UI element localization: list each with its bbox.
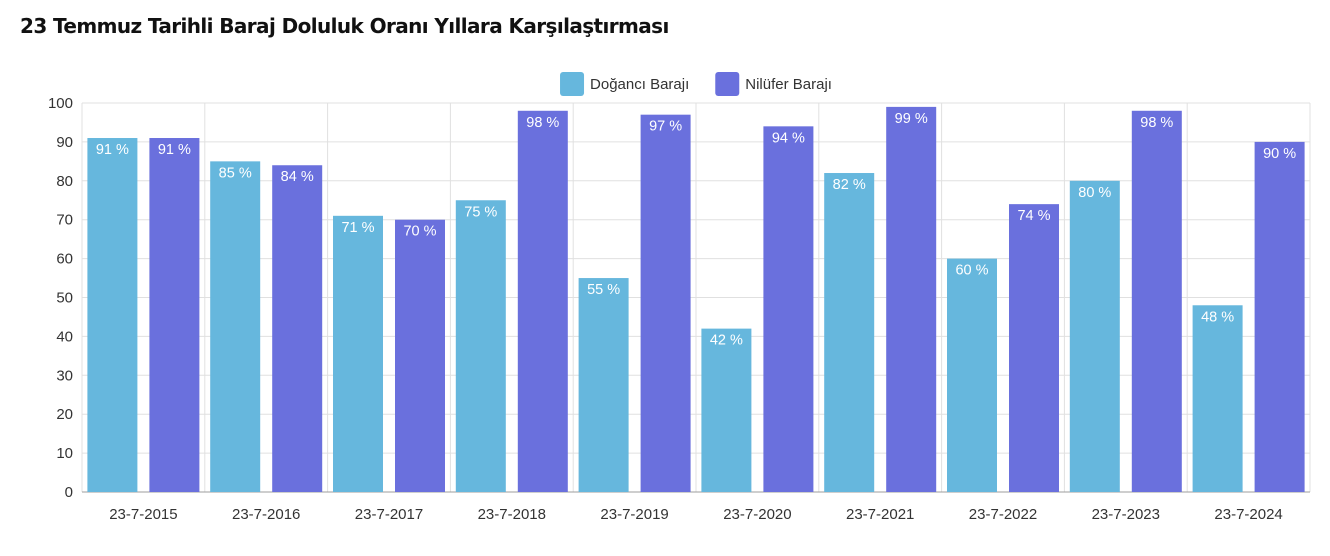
bar xyxy=(886,106,937,492)
y-tick-label: 30 xyxy=(56,367,73,384)
y-tick-label: 20 xyxy=(56,406,73,423)
bar-value-label: 48 % xyxy=(1201,309,1234,325)
y-tick-label: 70 xyxy=(56,212,73,229)
bar xyxy=(1192,305,1243,492)
bar-value-label: 82 % xyxy=(833,177,866,193)
bar-value-label: 90 % xyxy=(1263,146,1296,162)
x-tick-label: 23-7-2020 xyxy=(723,506,791,523)
bar xyxy=(763,126,814,492)
bar-value-label: 80 % xyxy=(1078,185,1111,201)
x-tick-label: 23-7-2016 xyxy=(232,506,300,523)
bar-value-label: 55 % xyxy=(587,282,620,298)
bars: 91 % 85 % 71 % 75 % 55 % 42 % 82 % 60 % 80 % 48 %… xyxy=(87,106,1305,493)
legend-swatch[interactable] xyxy=(560,72,585,96)
bar xyxy=(1131,110,1182,492)
bar-value-label: 99 % xyxy=(895,111,928,127)
y-tick-label: 10 xyxy=(56,445,73,462)
grid xyxy=(81,102,1311,493)
bar xyxy=(210,161,261,492)
bar-value-label: 94 % xyxy=(772,130,805,146)
bar xyxy=(824,173,875,492)
bar xyxy=(1009,204,1059,492)
bar xyxy=(517,110,568,492)
x-tick-label: 23-7-2017 xyxy=(355,506,423,523)
bar-value-label: 97 % xyxy=(649,119,682,135)
x-tick-label: 23-7-2018 xyxy=(478,506,546,523)
bar-value-label: 98 % xyxy=(1140,115,1173,131)
x-tick-label: 23-7-2023 xyxy=(1092,506,1160,523)
bar-value-label: 42 % xyxy=(710,333,743,349)
y-tick-label: 100 xyxy=(48,95,73,112)
bar xyxy=(701,328,752,492)
bar-value-label: 70 % xyxy=(403,224,436,240)
legend-swatch[interactable] xyxy=(715,72,740,96)
x-tick-label: 23-7-2022 xyxy=(969,506,1037,523)
y-tick-label: 40 xyxy=(56,328,73,345)
x-tick-label: 23-7-2015 xyxy=(109,506,177,523)
bar xyxy=(1069,180,1120,493)
bar xyxy=(333,215,383,492)
bar-value-label: 60 % xyxy=(955,263,988,279)
bar-value-label: 75 % xyxy=(464,204,497,220)
bar xyxy=(640,114,691,493)
bar xyxy=(149,138,200,492)
bar xyxy=(395,219,445,492)
bar-value-label: 71 % xyxy=(341,220,374,236)
bar xyxy=(947,258,997,492)
legend-label[interactable]: Doğancı Barajı xyxy=(590,76,689,93)
bar-value-label: 84 % xyxy=(281,169,314,185)
bar xyxy=(272,165,323,493)
axes: 0 10 20 30 40 50 60 70 80 90 100 23-7-2015 23-7-2016… xyxy=(48,95,1310,523)
bar-value-label: 85 % xyxy=(219,165,252,181)
x-tick-label: 23-7-2024 xyxy=(1214,506,1282,523)
y-tick-label: 0 xyxy=(65,484,73,501)
bar xyxy=(578,278,629,492)
y-tick-label: 60 xyxy=(56,251,73,268)
legend-label[interactable]: Nilüfer Barajı xyxy=(745,76,832,93)
x-tick-label: 23-7-2019 xyxy=(600,506,668,523)
y-tick-label: 50 xyxy=(56,290,73,307)
chart-title: 23 Temmuz Tarihli Baraj Doluluk Oranı Yı… xyxy=(20,14,669,38)
bar-value-label: 74 % xyxy=(1017,208,1050,224)
y-tick-label: 80 xyxy=(56,173,73,190)
x-tick-label: 23-7-2021 xyxy=(846,506,914,523)
bar-value-label: 91 % xyxy=(96,142,129,158)
bar xyxy=(455,200,506,492)
legend: Doğancı Barajı Nilüfer Barajı xyxy=(560,72,832,96)
bar xyxy=(1254,141,1305,492)
bar xyxy=(87,138,138,492)
bar-value-label: 91 % xyxy=(158,142,191,158)
bar-value-label: 98 % xyxy=(526,115,559,131)
y-tick-label: 90 xyxy=(56,134,73,151)
